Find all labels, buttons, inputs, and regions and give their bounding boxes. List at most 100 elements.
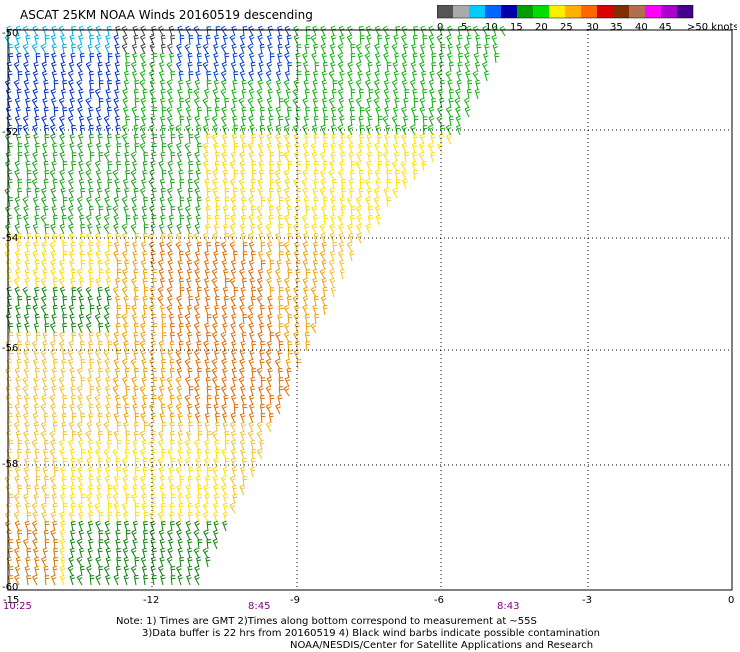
wind-barb (98, 530, 104, 541)
wind-barb (359, 134, 365, 145)
wind-barb (249, 277, 256, 289)
wind-barb (196, 53, 202, 64)
wind-barb (320, 124, 327, 136)
wind-barb (13, 493, 20, 505)
wind-barb (17, 341, 23, 352)
wind-barb (25, 34, 31, 46)
wind-barb (123, 520, 130, 532)
wind-barb (167, 547, 173, 559)
wind-barb (131, 304, 138, 316)
wind-barb (268, 205, 274, 217)
wind-barb (239, 61, 246, 73)
wind-barb (59, 529, 66, 541)
wind-barb (176, 223, 183, 235)
wind-barb (339, 259, 345, 271)
wind-barb (68, 79, 74, 91)
wind-barb (6, 115, 12, 127)
wind-barb (438, 61, 445, 73)
wind-barb (70, 529, 76, 541)
wind-barb (113, 214, 120, 226)
wind-barb (133, 331, 139, 343)
wind-barb (76, 367, 83, 379)
wind-barb (304, 313, 310, 325)
wind-barb (167, 250, 174, 262)
wind-barb (374, 88, 381, 100)
wind-barb (14, 43, 20, 55)
wind-barb (268, 214, 274, 226)
wind-barb (204, 439, 210, 451)
wind-barb (113, 250, 119, 262)
wind-barb (151, 430, 157, 442)
wind-barb (150, 565, 156, 577)
wind-barb (384, 70, 390, 82)
wind-barb (196, 196, 202, 208)
wind-barb (220, 70, 227, 82)
colorbar-swatch (453, 5, 469, 18)
wind-barb (206, 404, 212, 415)
wind-barb (121, 43, 128, 55)
wind-barb (160, 349, 166, 361)
wind-barb (320, 178, 327, 190)
wind-barb (176, 358, 182, 370)
wind-barb (123, 340, 129, 352)
lon-tick-label: -6 (434, 595, 444, 606)
wind-barb (150, 484, 156, 496)
wind-barb (260, 413, 266, 424)
wind-barb (188, 467, 194, 478)
wind-barb (365, 124, 372, 136)
wind-barb (78, 331, 84, 343)
wind-barb (150, 223, 156, 235)
wind-barb (248, 52, 255, 64)
wind-barb (213, 70, 219, 82)
wind-barb (159, 178, 166, 190)
wind-barb (302, 52, 308, 64)
wind-barb (96, 115, 102, 127)
wind-barb (31, 520, 38, 532)
wind-barb (34, 142, 40, 154)
wind-barb (139, 448, 146, 460)
colorbar-swatch (501, 5, 517, 18)
wind-barb (313, 43, 319, 55)
wind-barb (233, 71, 239, 82)
wind-barb (169, 439, 175, 451)
wind-barb (33, 376, 39, 388)
wind-barb (32, 124, 38, 136)
wind-barb (122, 466, 129, 478)
wind-barb (150, 502, 157, 514)
wind-barb (77, 502, 84, 514)
wind-barb (152, 377, 158, 388)
wind-barb (149, 286, 156, 298)
wind-barb (239, 133, 246, 145)
wind-barb (132, 25, 138, 37)
wind-barb (212, 529, 219, 541)
wind-barb (34, 232, 40, 244)
wind-barb (278, 242, 284, 253)
wind-barb (247, 304, 254, 316)
wind-barb (195, 160, 202, 172)
wind-barb (169, 340, 175, 352)
wind-barb (59, 115, 65, 127)
wind-barb (15, 313, 22, 325)
wind-barb (87, 466, 94, 478)
wind-barb (76, 385, 83, 397)
wind-barb (69, 403, 76, 415)
wind-barb (330, 124, 337, 136)
wind-barb (313, 133, 319, 145)
wind-barb (95, 439, 102, 451)
wind-barb (68, 106, 75, 118)
wind-barb (95, 520, 101, 532)
wind-barb (251, 170, 257, 181)
wind-barb (96, 304, 102, 316)
wind-barb (151, 143, 157, 154)
wind-barb (221, 133, 228, 145)
wind-barb (202, 160, 209, 172)
wind-barb (42, 448, 49, 460)
wind-barb (69, 142, 75, 154)
wind-barb (69, 538, 76, 550)
wind-barb (134, 143, 140, 154)
wind-barb (366, 133, 372, 145)
wind-barb (134, 341, 140, 352)
wind-barb (400, 34, 407, 46)
wind-barb (62, 107, 68, 118)
wind-barb (141, 205, 148, 217)
